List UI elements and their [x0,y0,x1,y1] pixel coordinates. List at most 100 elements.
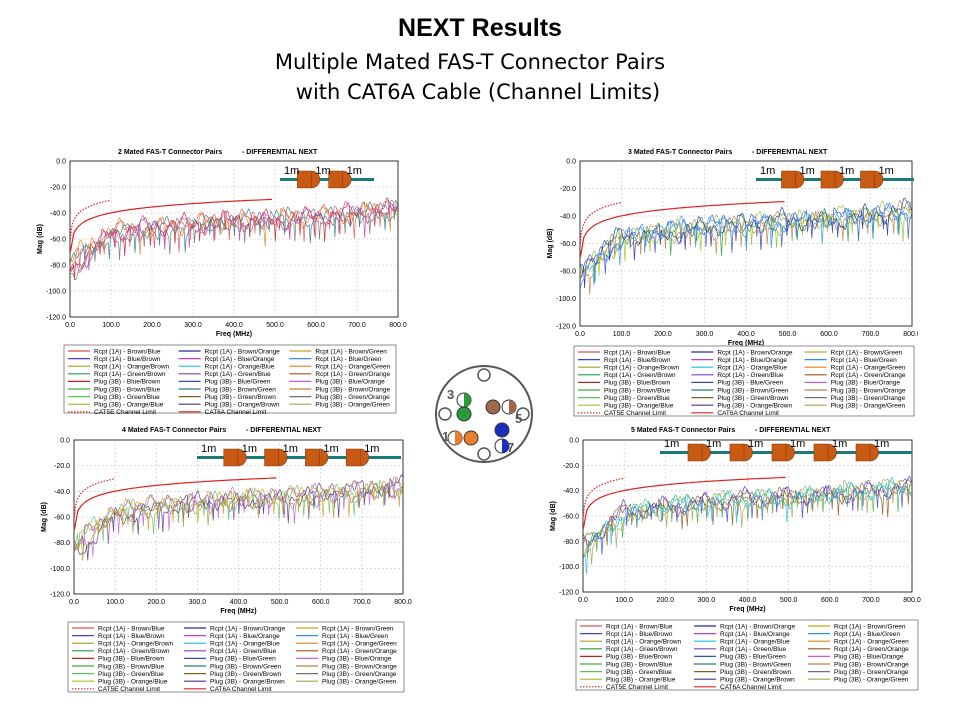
x-tick-label: 300.0 [696,331,714,338]
legend-label: Rcpt (1A) - Green/Blue [210,648,276,655]
legend-label: Plug (3B) - Brown/Orange [315,386,390,393]
chart-title: 4 Mated FAS-T Connector Pairs [122,427,226,434]
legend-label: Rcpt (1A) - Orange/Blue [720,639,790,646]
legend-label: Rcpt (1A) - Orange/Green [322,641,397,648]
legend-label: Rcpt (1A) - Brown/Blue [94,348,161,355]
legend-label: Rcpt (1A) - Orange/Brown [604,365,680,372]
cable-segment-label: 1m [760,165,775,177]
legend-label: Plug (3B) - Orange/Green [834,677,909,684]
x-tick-label: 800.0 [389,322,407,329]
legend-label: Plug (3B) - Green/Brown [210,671,282,678]
legend-label: Rcpt (1A) - Green/Brown [98,648,170,655]
legend-label: Plug (3B) - Green/Brown [717,395,789,402]
pin-blue-white-stripe [502,439,509,453]
x-tick-label: 100.0 [613,331,631,338]
legend-label: Rcpt (1A) - Green/Brown [94,371,166,378]
chart-5-mated-pairs-svg: 5 Mated FAS-T Connector Pairs - DIFFERENT… [550,427,921,691]
series-line [580,202,912,278]
legend-label: Rcpt (1A) - Green/Orange [834,646,909,653]
y-tick-label: -60.0 [50,237,66,244]
x-tick-label: 100.0 [615,597,633,604]
legend-label: Rcpt (1A) - Brown/Blue [604,349,671,356]
series-line [70,199,398,274]
x-tick-label: 500.0 [780,597,798,604]
legend-label: Plug (3B) - Blue/Orange [834,654,904,661]
legend-label: Rcpt (1A) - Brown/Orange [717,349,793,356]
chart-title-suffix: - DIFFERENTIAL NEXT [246,427,322,434]
legend-label: Rcpt (1A) - Orange/Brown [94,364,170,371]
cable-segment-label: 1m [364,443,379,455]
x-tick-label: 500.0 [271,599,289,606]
y-tick-label: -60.0 [563,514,579,521]
legend-label: Rcpt (1A) - Orange/Green [315,364,390,371]
legend-label: Plug (3B) - Brown/Orange [831,387,906,394]
legend-label: CAT6A Channel Limit [205,409,267,415]
series-line-cat5e-limit [579,201,622,244]
legend-box [63,344,397,414]
cable-line [197,456,401,459]
y-tick-label: 0.0 [566,159,576,166]
x-tick-label: 800.0 [903,331,918,338]
cable-segment-label: 1m [706,438,721,450]
y-tick-label: 0.0 [60,438,70,445]
x-tick-label: 200.0 [654,331,672,338]
cable-segment-label: 1m [315,165,330,177]
x-tick-label: 600.0 [312,599,330,606]
legend-label: Plug (3B) - Green/Blue [606,669,672,676]
x-tick-label: 100.0 [106,599,124,606]
series-line-cat6a-limit [73,477,277,530]
x-tick-label: 700.0 [862,597,880,604]
slide-subtitle-line2: with CAT6A Cable (Channel Limits) [295,80,661,104]
legend-label: Rcpt (1A) - Green/Orange [831,372,906,379]
chart-5-mated-pairs: 5 Mated FAS-T Connector Pairs - DIFFERENT… [538,418,923,696]
series-line [583,476,912,575]
legend-label: Plug (3B) - Orange/Green [322,679,397,686]
y-tick-label: -100.0 [556,296,576,303]
legend-label: Rcpt (1A) - Blue/Green [315,356,381,363]
legend-label: Rcpt (1A) - Orange/Blue [717,365,787,372]
cable-segment-label: 1m [242,443,257,455]
chart-2-mated-pairs: 2 Mated FAS-T Connector Pairs - DIFFERENT… [28,140,408,415]
y-axis-label: Mag (dB) [41,502,48,532]
chart-3-mated-pairs-svg: 3 Mated FAS-T Connector Pairs - DIFFERENT… [547,149,918,417]
legend-label: Plug (3B) - Brown/Blue [94,386,160,393]
chart-4-mated-pairs: 4 Mated FAS-T Connector Pairs - DIFFERENT… [32,418,417,694]
x-tick-label: 500.0 [266,322,284,329]
pin-label-1: 1 [442,429,449,444]
legend-label: Rcpt (1A) - Brown/Green [322,625,394,632]
x-axis-label: Freq (MHz) [220,608,256,615]
x-axis-label: Freq (MHz) [728,340,764,347]
x-tick-label: 300.0 [698,597,716,604]
chart-title: 3 Mated FAS-T Connector Pairs [628,149,732,156]
legend-label: Rcpt (1A) - Green/Blue [205,371,271,378]
y-tick-label: -100.0 [46,289,66,296]
y-tick-label: -60.0 [54,515,70,522]
chart-title: 5 Mated FAS-T Connector Pairs [631,427,735,434]
legend-label: Plug (3B) - Orange/Blue [606,677,676,684]
cable-segment-label: 1m [790,438,805,450]
chart-3-mated-pairs: 3 Mated FAS-T Connector Pairs - DIFFERENT… [538,140,918,420]
series-line [74,475,403,561]
legend-label: Plug (3B) - Green/Brown [205,394,277,401]
series-line-cat6a-limit [579,201,785,258]
series-line [74,474,403,561]
legend-label: CAT5E Channel Limit [604,410,666,417]
chart-title-suffix: - DIFFERENTIAL NEXT [755,427,831,434]
legend-label: Rcpt (1A) - Green/Brown [606,646,678,653]
legend-label: Rcpt (1A) - Blue/Orange [720,631,790,638]
y-tick-label: -120.0 [46,315,66,322]
series-line [583,480,912,557]
legend-label: Rcpt (1A) - Blue/Green [834,631,900,638]
legend-label: Plug (3B) - Green/Orange [831,395,906,402]
connector-key-left [438,407,452,421]
legend-label: Plug (3B) - Blue/Orange [322,656,392,663]
pin-green-white-stripe [464,393,471,407]
legend-box [573,345,915,417]
y-tick-label: -20.0 [563,463,579,470]
legend-label: Plug (3B) - Brown/Blue [604,387,670,394]
y-tick-label: 0.0 [56,159,66,166]
pin-blue [494,422,510,438]
series-line-cat5e-limit [73,478,115,518]
legend-label: Rcpt (1A) - Blue/Green [322,633,388,640]
legend-label: Rcpt (1A) - Orange/Brown [98,641,174,648]
